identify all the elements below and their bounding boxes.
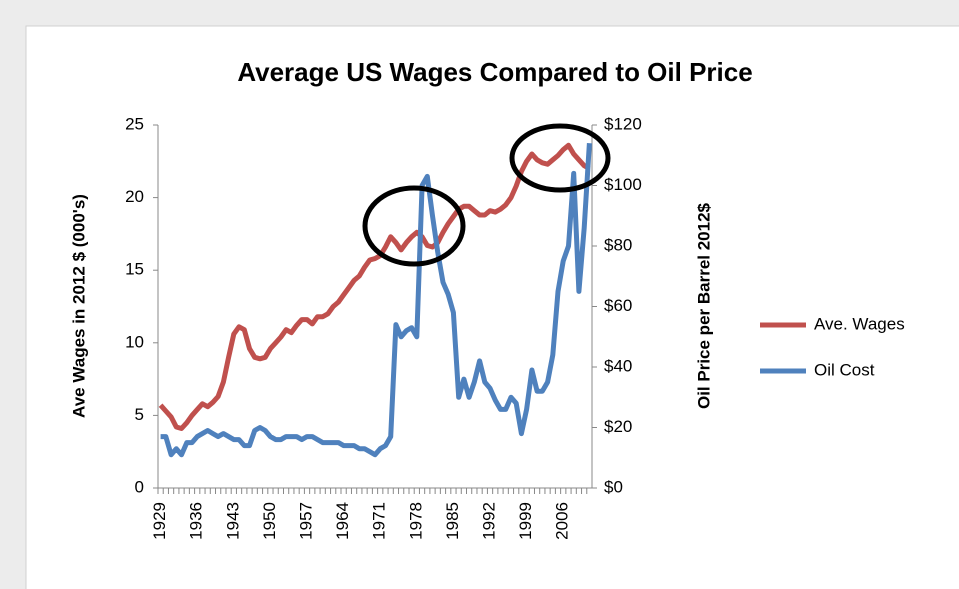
y-tick-label: 0 (135, 477, 144, 496)
chart-title: Average US Wages Compared to Oil Price (237, 57, 752, 87)
y2-axis-title: Oil Price per Barrel 2012$ (694, 202, 713, 409)
y-tick-label: 15 (125, 260, 144, 279)
y2-tick-label: $40 (604, 356, 632, 375)
legend-label: Oil Cost (814, 360, 875, 379)
x-tick-label: 1957 (297, 502, 316, 540)
y2-tick-label: $60 (604, 296, 632, 315)
x-tick-label: 1978 (406, 502, 425, 540)
legend-label: Ave. Wages (814, 314, 905, 333)
x-tick-label: 1943 (223, 502, 242, 540)
series-line (158, 142, 591, 431)
x-tick-label: 2006 (553, 502, 572, 540)
x-tick-label: 1992 (480, 502, 499, 540)
x-tick-label: 1999 (516, 502, 535, 540)
y-tick-label: 5 (135, 405, 144, 424)
plot: 0 5 10 15 20 25 $0 $20 $40 $60 $80 $100 $120 1929 1936… (125, 114, 905, 539)
y2-tick-label: $120 (604, 114, 642, 133)
x-tick-label: 1950 (260, 502, 279, 540)
highlight-circle (509, 123, 611, 193)
highlight-circle (362, 185, 466, 267)
chart-area (25, 25, 959, 589)
x-tick-label: 1936 (187, 502, 206, 540)
x-tick-label: 1964 (333, 502, 352, 540)
y2-tick-label: $100 (604, 175, 642, 194)
y2-tick-label: $80 (604, 235, 632, 254)
y2-tick-label: $20 (604, 417, 632, 436)
x-tick-label: 1929 (150, 502, 169, 540)
y-axis-title: Ave Wages in 2012 $ (000's) (69, 194, 88, 418)
x-tick-label: 1971 (370, 502, 389, 540)
y2-tick-label: $0 (604, 477, 623, 496)
x-tick-label: 1985 (443, 502, 462, 540)
series-line (160, 143, 592, 458)
y-tick-label: 20 (125, 187, 144, 206)
y-tick-label: 25 (125, 114, 144, 133)
y-tick-label: 10 (125, 332, 144, 351)
